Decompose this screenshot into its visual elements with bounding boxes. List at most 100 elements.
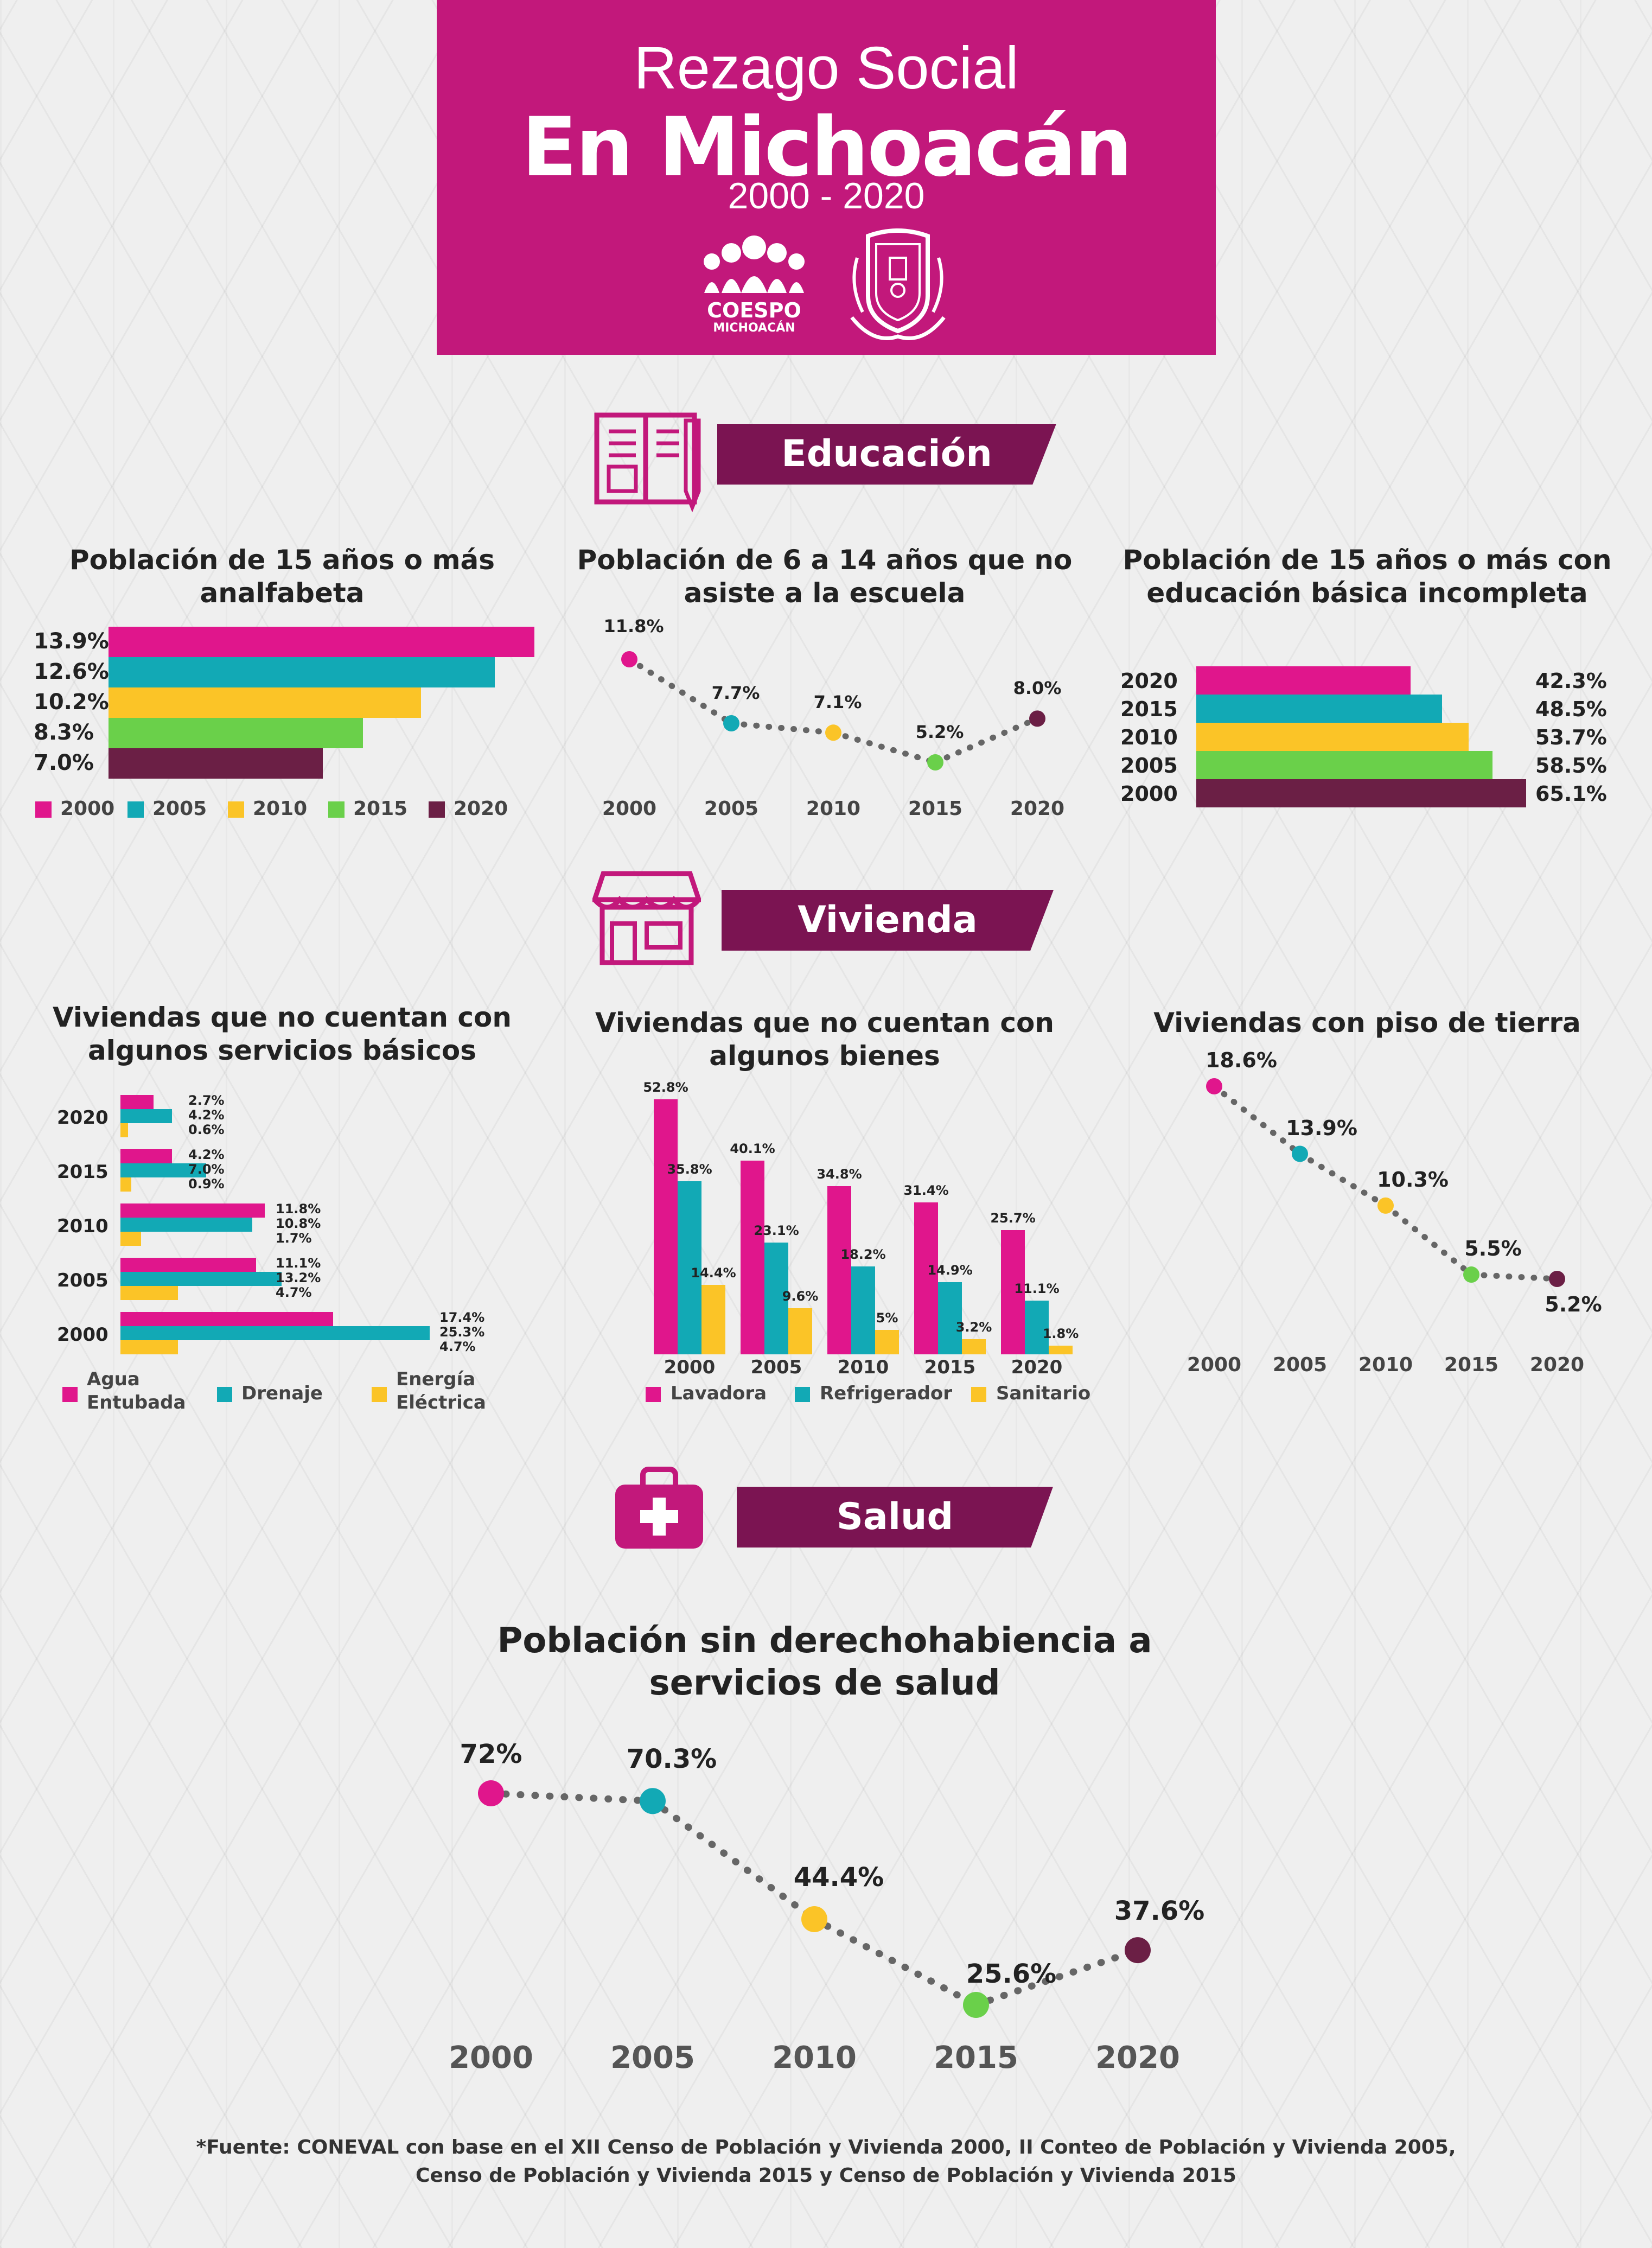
bienes-bar <box>875 1330 899 1354</box>
bienes-x-tick: 2010 <box>837 1357 889 1378</box>
analfabeta-value-label: 13.9% <box>34 629 109 654</box>
piso-tierra-segment <box>1468 1271 1560 1282</box>
basica-value-label: 65.1% <box>1535 782 1607 806</box>
section-banner-salud: Salud <box>737 1487 1053 1548</box>
servicios-legend-label: Energía <box>396 1368 476 1390</box>
source-line-2: Censo de Población y Vivienda 2015 y Cen… <box>416 2164 1236 2187</box>
no-asiste-x-tick: 2005 <box>704 798 759 820</box>
analfabeta-legend-item: 2000 <box>35 798 114 820</box>
page-title: Rezago Social <box>634 35 1019 101</box>
piso-tierra-point <box>1206 1078 1222 1094</box>
bienes-value-label: 52.8% <box>643 1080 688 1095</box>
bienes-x-tick: 2020 <box>1011 1357 1063 1378</box>
bienes-bar <box>741 1161 764 1354</box>
servicios-bar <box>120 1149 172 1163</box>
bienes-bar <box>827 1186 851 1354</box>
piso-tierra-x-tick: 2005 <box>1272 1354 1328 1376</box>
legend-swatch <box>127 801 144 818</box>
bienes-legend-item: Refrigerador <box>795 1383 952 1404</box>
coespo-logo-text: COESPO <box>707 298 801 322</box>
servicios-bar <box>120 1312 334 1326</box>
legend-label: 2005 <box>152 798 207 820</box>
analfabeta-value-label: 7.0% <box>34 750 94 775</box>
bienes-legend-item: Sanitario <box>971 1383 1090 1404</box>
analfabeta-bar <box>109 657 495 687</box>
bienes-bar <box>654 1099 678 1354</box>
page-years: 2000 - 2020 <box>728 175 925 216</box>
legend-swatch <box>372 1387 387 1402</box>
bienes-value-label: 34.8% <box>817 1167 862 1182</box>
basica-category-label: 2005 <box>1120 754 1178 778</box>
book-icon <box>594 412 701 513</box>
legend-swatch <box>228 801 244 818</box>
servicios-legend-label: Agua <box>87 1368 140 1390</box>
storefront-icon <box>592 871 701 965</box>
servicios-value-label: 11.1% <box>276 1256 321 1271</box>
legend-label: Lavadora <box>671 1383 767 1404</box>
analfabeta-bar <box>109 687 422 718</box>
analfabeta-legend-item: 2005 <box>127 798 207 820</box>
bienes-bar <box>701 1284 725 1354</box>
no-asiste-x-tick: 2020 <box>1010 798 1065 820</box>
basica-value-label: 53.7% <box>1535 725 1607 749</box>
no-asiste-segment <box>728 720 837 736</box>
legend-swatch <box>62 1387 78 1402</box>
no-asiste-value-label: 7.1% <box>813 692 862 713</box>
coespo-logo: COESPO MICHOACÁN <box>700 233 808 336</box>
basica-category-label: 2000 <box>1120 782 1178 806</box>
servicios-category-label: 2000 <box>57 1324 109 1346</box>
piso-tierra-value-label: 10.3% <box>1377 1167 1449 1192</box>
bienes-value-label: 14.9% <box>927 1263 973 1278</box>
basica-bar <box>1196 695 1442 723</box>
bienes-value-label: 18.2% <box>840 1246 886 1262</box>
no-asiste-point <box>1029 710 1045 727</box>
derechohabiencia-value-label: 44.4% <box>793 1862 884 1893</box>
servicios-bar <box>120 1095 154 1109</box>
servicios-legend-label: Entubada <box>87 1392 186 1413</box>
servicios-value-label: 0.9% <box>188 1176 225 1192</box>
servicios-category-label: 2020 <box>57 1107 109 1129</box>
bienes-value-label: 9.6% <box>782 1288 819 1304</box>
bienes-bar <box>1025 1301 1049 1354</box>
servicios-category-label: 2010 <box>57 1215 109 1237</box>
no-asiste-value-label: 11.8% <box>603 616 664 636</box>
bienes-bar <box>678 1181 701 1354</box>
no-asiste-x-tick: 2000 <box>602 798 657 820</box>
servicios-category-label: 2005 <box>57 1270 109 1291</box>
servicios-bar <box>120 1123 128 1137</box>
servicios-bar <box>120 1232 142 1246</box>
piso-tierra-point <box>1292 1145 1308 1162</box>
bienes-value-label: 1.8% <box>1042 1326 1079 1341</box>
servicios-value-label: 0.6% <box>188 1122 225 1137</box>
legend-swatch <box>795 1386 810 1402</box>
bienes-bar <box>851 1266 875 1354</box>
servicios-value-label: 4.7% <box>276 1285 312 1300</box>
piso-tierra-point <box>1377 1197 1394 1214</box>
piso-tierra-value-label: 5.5% <box>1464 1237 1522 1261</box>
derechohabiencia-x-tick: 2010 <box>772 2040 857 2075</box>
piso-tierra-point <box>1463 1266 1479 1283</box>
derechohabiencia-point <box>1125 1937 1151 1964</box>
basica-bar <box>1196 779 1526 807</box>
bienes-value-label: 31.4% <box>903 1183 949 1199</box>
bienes-value-label: 23.1% <box>754 1223 799 1239</box>
legend-swatch <box>217 1387 232 1402</box>
basica-bar <box>1196 751 1493 779</box>
servicios-bar <box>120 1109 172 1123</box>
bienes-value-label: 25.7% <box>990 1211 1036 1226</box>
servicios-value-label: 13.2% <box>276 1270 321 1285</box>
legend-swatch <box>971 1386 986 1402</box>
chart-title-piso-tierra: Viviendas con piso de tierra <box>1153 1007 1581 1039</box>
piso-tierra-value-label: 5.2% <box>1545 1292 1602 1316</box>
derechohabiencia-x-tick: 2015 <box>934 2040 1018 2075</box>
analfabeta-value-label: 8.3% <box>34 720 94 745</box>
header-banner: Rezago Social En Michoacán 2000 - 2020 C… <box>437 0 1216 355</box>
derechohabiencia-value-label: 25.6% <box>966 1959 1057 1989</box>
legend-swatch <box>35 801 52 818</box>
analfabeta-value-label: 12.6% <box>34 659 109 684</box>
bienes-value-label: 11.1% <box>1014 1281 1060 1297</box>
derechohabiencia-point <box>640 1788 666 1814</box>
piso-tierra-value-label: 18.6% <box>1205 1048 1277 1072</box>
derechohabiencia-point <box>963 1992 989 2018</box>
legend-swatch <box>646 1386 661 1402</box>
